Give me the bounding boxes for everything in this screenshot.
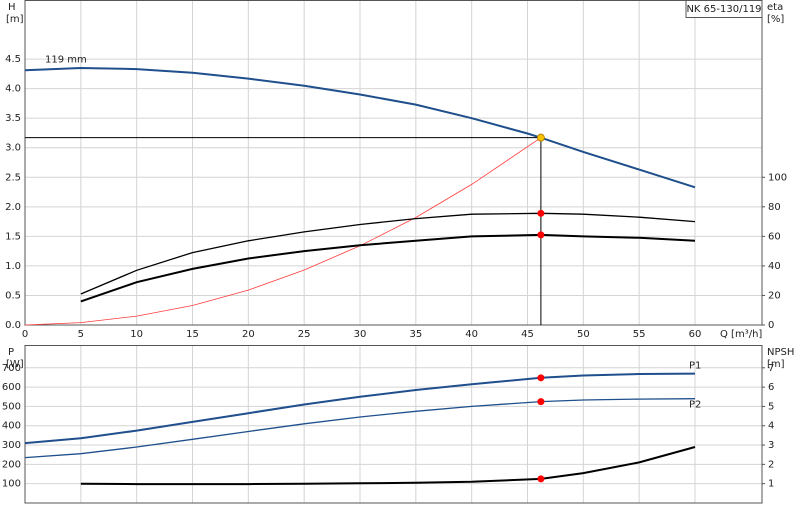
curve bbox=[80, 212, 696, 295]
y-tick-label: 700 bbox=[2, 363, 21, 374]
curve bbox=[80, 233, 696, 303]
y2-tick-label: 60 bbox=[768, 231, 781, 242]
y2-tick-label: 40 bbox=[768, 261, 781, 272]
y-tick-label: 1.0 bbox=[5, 261, 21, 272]
y2-tick-label: 2 bbox=[768, 459, 774, 470]
y-tick-label: 4.5 bbox=[5, 54, 21, 65]
y2-axis-unit: [m] bbox=[767, 359, 785, 370]
y-tick-label: 400 bbox=[2, 421, 21, 432]
y2-tick-label: 1 bbox=[768, 479, 774, 490]
y-tick-label: 3.0 bbox=[5, 143, 21, 154]
y-tick-label: 4.0 bbox=[5, 84, 21, 95]
curve bbox=[24, 137, 542, 326]
duty-point bbox=[537, 398, 545, 406]
x-tick-label: 20 bbox=[242, 329, 255, 340]
y-axis-label: H bbox=[8, 2, 16, 13]
duty-point bbox=[537, 475, 545, 483]
y2-axis-label: eta bbox=[767, 2, 783, 13]
x-tick-label: 30 bbox=[354, 329, 367, 340]
y-tick-label: 0.0 bbox=[5, 320, 21, 331]
x-axis-label: Q [m³/h] bbox=[720, 329, 762, 340]
y2-tick-label: 0 bbox=[768, 320, 774, 331]
y2-tick-label: 3 bbox=[768, 440, 774, 451]
duty-point bbox=[537, 374, 545, 382]
plot-frame bbox=[24, 0, 763, 326]
y2-axis-unit: [%] bbox=[767, 14, 784, 25]
y2-tick-label: 4 bbox=[768, 421, 774, 432]
x-tick-label: 40 bbox=[465, 329, 478, 340]
y2-tick-label: 6 bbox=[768, 382, 774, 393]
x-tick-label: 60 bbox=[689, 329, 702, 340]
curve bbox=[24, 66, 696, 189]
x-tick-label: 45 bbox=[521, 329, 534, 340]
y-tick-label: 1.5 bbox=[5, 231, 21, 242]
y-tick-label: 200 bbox=[2, 459, 21, 470]
y-tick-label: 0.5 bbox=[5, 290, 21, 301]
x-tick-label: 35 bbox=[409, 329, 422, 340]
y-tick-label: 300 bbox=[2, 440, 21, 451]
y2-tick-label: 7 bbox=[768, 363, 774, 374]
y-tick-label: 3.5 bbox=[5, 113, 21, 124]
curve-label: P2 bbox=[689, 400, 701, 411]
x-tick-label: 10 bbox=[130, 329, 143, 340]
y2-tick-label: 80 bbox=[768, 202, 781, 213]
title-box bbox=[685, 0, 763, 18]
x-tick-label: 55 bbox=[633, 329, 646, 340]
curve-label: 119 mm bbox=[45, 54, 87, 65]
y-axis-label: P bbox=[8, 347, 14, 358]
x-tick-label: 50 bbox=[577, 329, 590, 340]
y-tick-label: 500 bbox=[2, 401, 21, 412]
duty-point bbox=[537, 231, 545, 239]
y2-axis-label: NPSH bbox=[767, 347, 794, 358]
y2-tick-label: 5 bbox=[768, 401, 774, 412]
x-tick-label: 25 bbox=[298, 329, 311, 340]
chart-title: NK 65-130/119 bbox=[686, 4, 761, 15]
duty-point bbox=[536, 133, 545, 142]
y-tick-label: 2.5 bbox=[5, 172, 21, 183]
curve-label: P1 bbox=[689, 361, 701, 372]
y-tick-label: 2.0 bbox=[5, 202, 21, 213]
y-axis-unit: [m] bbox=[6, 14, 24, 25]
y-tick-label: 600 bbox=[2, 382, 21, 393]
y2-tick-label: 100 bbox=[768, 172, 787, 183]
x-tick-label: 5 bbox=[78, 329, 84, 340]
y2-tick-label: 20 bbox=[768, 290, 781, 301]
x-tick-label: 15 bbox=[186, 329, 199, 340]
curve bbox=[80, 446, 696, 486]
y-tick-label: 100 bbox=[2, 479, 21, 490]
y-axis-unit: [W] bbox=[6, 359, 24, 370]
curve bbox=[24, 398, 696, 459]
curve bbox=[24, 372, 696, 445]
plot-frame bbox=[24, 345, 763, 504]
x-tick-label: 0 bbox=[22, 329, 28, 340]
duty-point bbox=[537, 209, 545, 217]
